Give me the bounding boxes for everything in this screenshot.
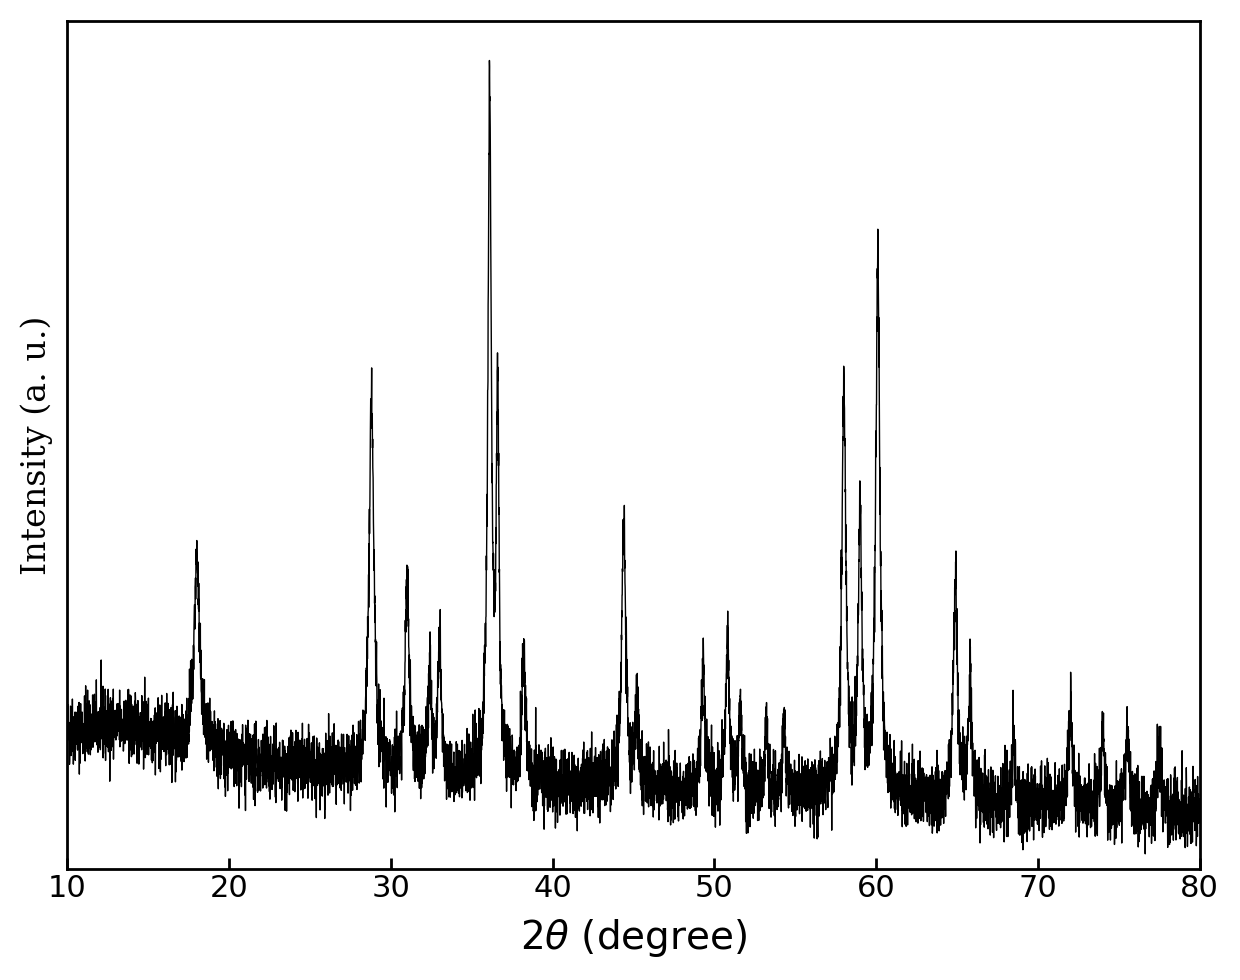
- Y-axis label: Intensity (a. u.): Intensity (a. u.): [21, 316, 53, 575]
- X-axis label: $2\theta$ (degree): $2\theta$ (degree): [520, 917, 746, 959]
